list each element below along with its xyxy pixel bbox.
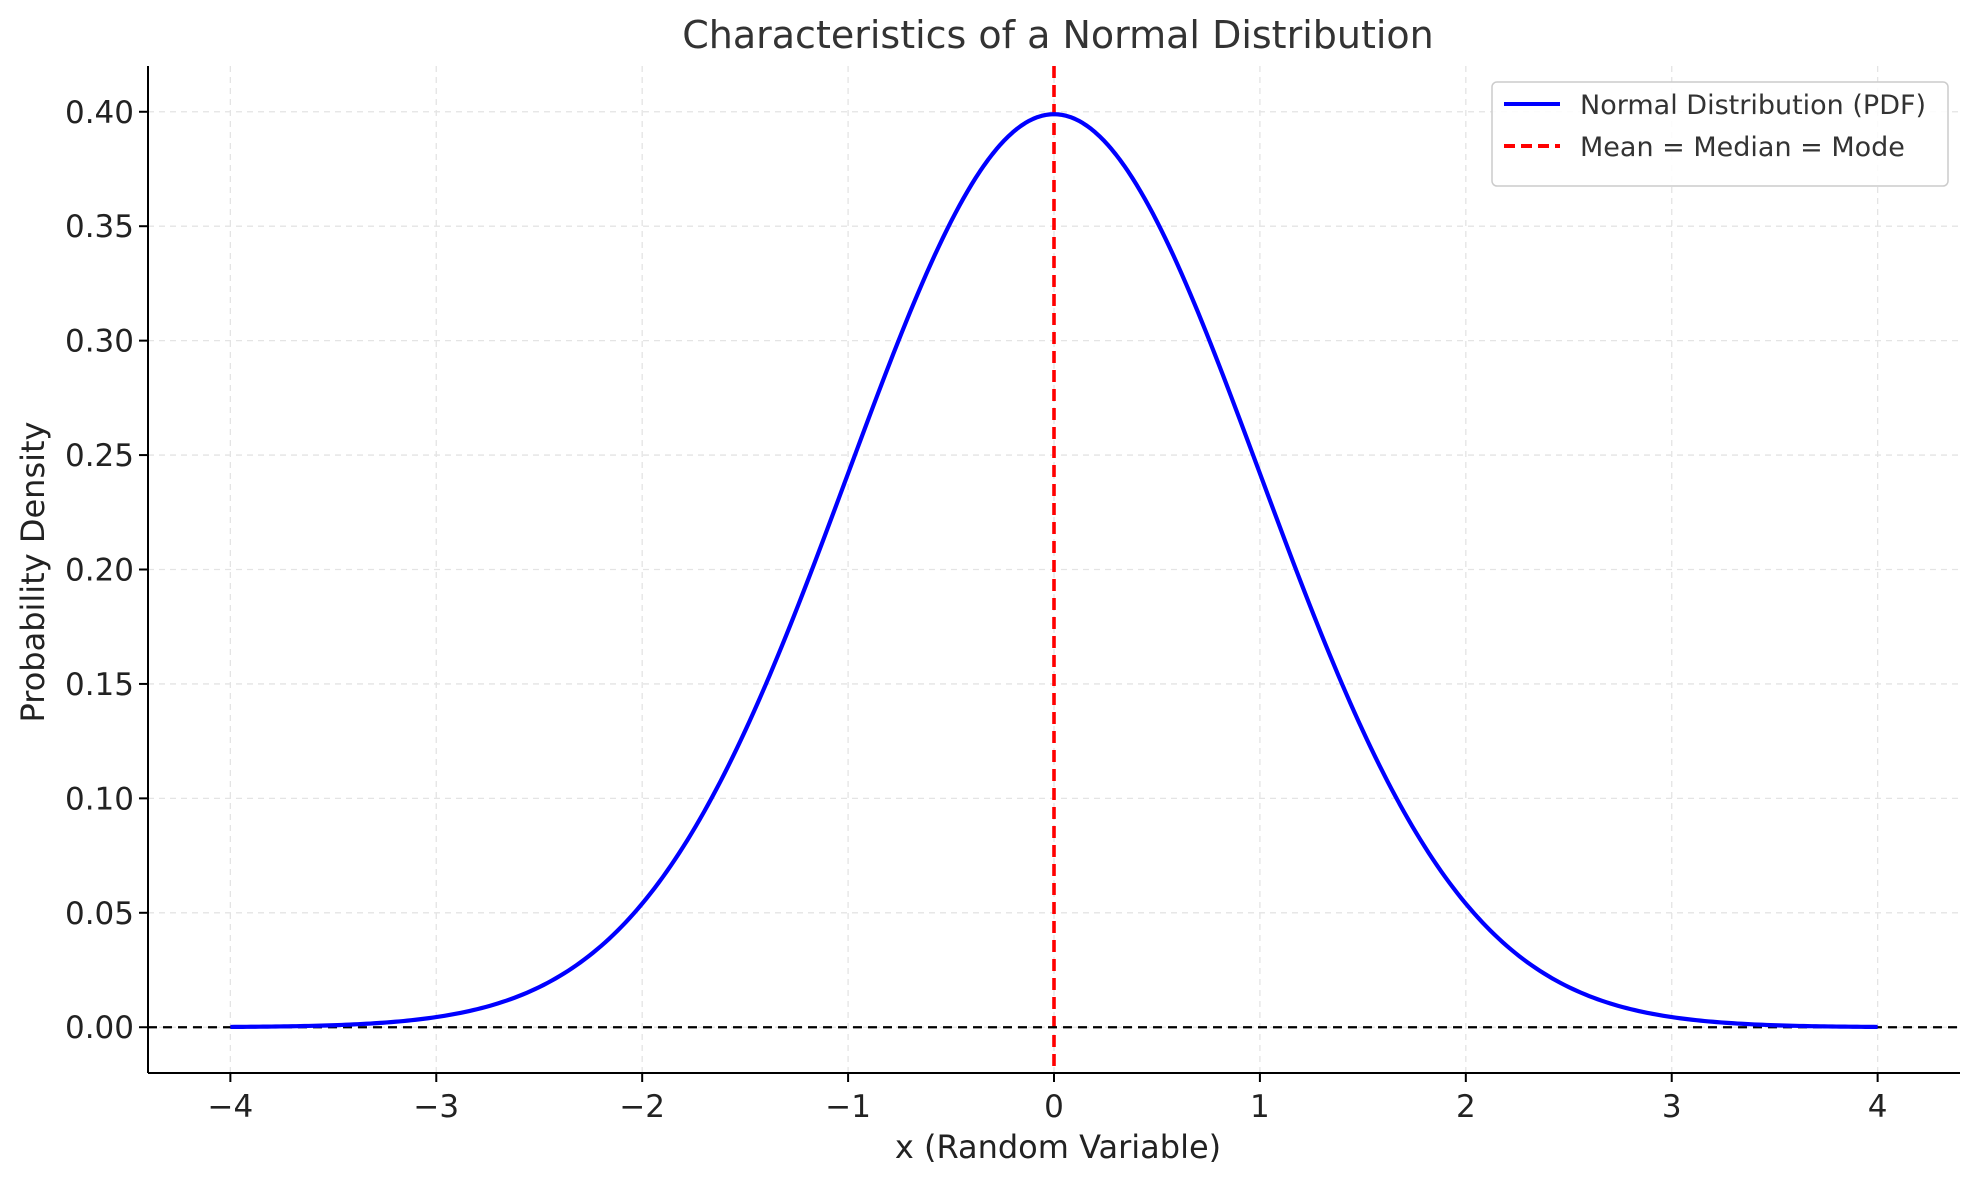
x-tick-label: −3 [413,1089,459,1125]
x-axis-label: x (Random Variable) [895,1128,1221,1166]
y-tick-label: 0.25 [65,438,134,474]
x-tick-label: −2 [619,1089,665,1125]
y-tick-label: 0.40 [65,95,134,131]
reference-lines [148,66,1960,1073]
x-tick-label: 2 [1456,1089,1476,1125]
x-tick-label: −1 [825,1089,871,1125]
y-tick-label: 0.20 [65,553,134,589]
x-tick-label: 0 [1044,1089,1064,1125]
x-tick-label: 3 [1662,1089,1682,1125]
legend-label: Normal Distribution (PDF) [1580,90,1926,121]
y-tick-label: 0.30 [65,324,134,360]
x-tick-label: 1 [1250,1089,1270,1125]
legend: Normal Distribution (PDF) Mean = Median =… [1491,81,1949,187]
y-tick-label: 0.00 [65,1010,134,1046]
legend-label: Mean = Median = Mode [1580,132,1905,163]
y-tick-label: 0.15 [65,667,134,703]
y-axis-label: Probability Density [14,422,52,723]
x-tick-label: −4 [208,1089,254,1125]
pdf-series-line [230,112,1878,1030]
series-layer [230,112,1878,1030]
legend-box [1491,81,1949,187]
y-tick-label: 0.35 [65,209,134,245]
y-tick-label: 0.05 [65,896,134,932]
x-tick-label: 4 [1868,1089,1888,1125]
tick-labels: −4 −3 −2 −1 0 1 2 3 4 0.00 0.05 0.10 0.15 0.20 0.25 0.3… [65,95,1888,1125]
chart-title: Characteristics of a Normal Distribution [682,13,1434,57]
y-tick-label: 0.10 [65,781,134,817]
